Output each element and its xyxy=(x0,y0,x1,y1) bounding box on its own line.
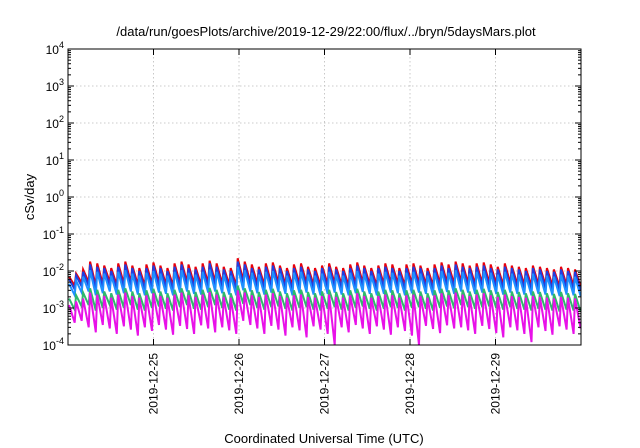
y-tick-label: 102 xyxy=(46,114,64,131)
series-line-2 xyxy=(68,261,582,293)
series-layer xyxy=(68,258,582,346)
plot-frame xyxy=(67,48,582,346)
y-tick-label: 100 xyxy=(46,188,64,205)
y-tick-label: 101 xyxy=(46,151,64,168)
x-tick-label: 2019-12-27 xyxy=(318,353,332,415)
y-axis-label: cSv/day xyxy=(22,173,37,220)
y-tick-label: 10-3 xyxy=(43,299,64,316)
x-tick-label: 2019-12-25 xyxy=(147,353,161,415)
x-tick-label: 2019-12-29 xyxy=(489,353,503,415)
y-tick-label: 104 xyxy=(46,40,64,57)
x-tick-label: 2019-12-28 xyxy=(403,353,417,415)
series-line-5 xyxy=(68,290,582,346)
series-line-3 xyxy=(68,266,582,299)
chart-title: /data/run/goesPlots/archive/2019-12-29/2… xyxy=(116,24,536,39)
y-tick-label: 10-4 xyxy=(43,336,64,353)
x-tick-labels: 2019-12-25 2019-12-26 2019-12-27 2019-12-28… xyxy=(147,353,503,415)
x-tick-label: 2019-12-26 xyxy=(232,353,246,415)
y-tick-label: 10-1 xyxy=(43,225,64,242)
series-line-4 xyxy=(68,285,582,314)
y-tick-label: 103 xyxy=(46,77,64,94)
y-tick-labels: 10-4 10-3 10-2 10-1 100 101 102 103 104 xyxy=(43,40,64,353)
y-tick-label: 10-2 xyxy=(43,262,64,279)
x-axis-label: Coordinated Universal Time (UTC) xyxy=(224,431,423,446)
